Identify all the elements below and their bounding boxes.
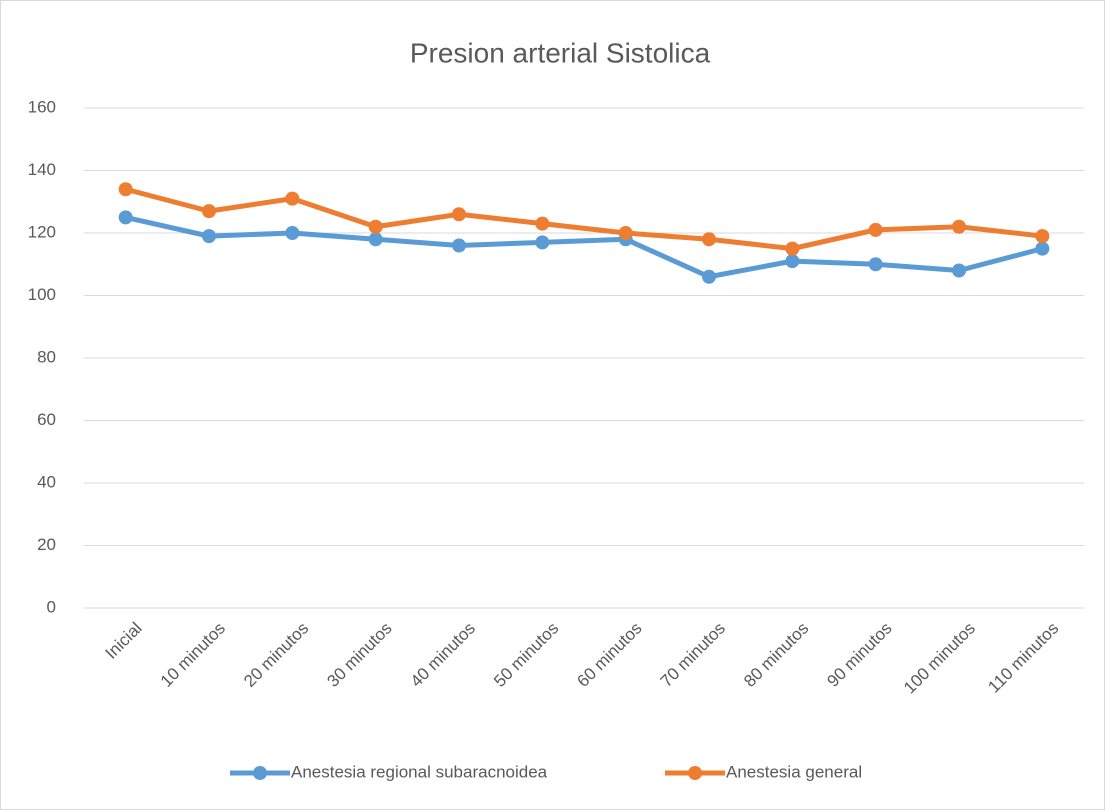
data-point	[702, 232, 716, 247]
chart-title: Presion arterial Sistolica	[410, 37, 711, 68]
legend-label: Anestesia regional subaracnoidea	[291, 762, 548, 781]
data-point	[118, 182, 133, 197]
series-line	[125, 186, 1043, 252]
data-point	[118, 210, 133, 225]
legend-label: Anestesia general	[726, 762, 862, 781]
legend-marker	[253, 766, 267, 780]
data-point	[952, 263, 966, 278]
series-line	[125, 214, 1043, 280]
data-point	[618, 226, 633, 240]
y-tick-label: 120	[28, 222, 56, 241]
y-tick-label: 140	[28, 160, 56, 179]
data-point	[535, 216, 550, 231]
data-point	[868, 257, 883, 272]
data-point	[368, 232, 383, 247]
data-point	[285, 191, 300, 206]
data-point	[1035, 229, 1050, 244]
data-point	[785, 241, 800, 256]
data-point	[1035, 241, 1050, 256]
data-point	[202, 229, 216, 244]
data-point	[202, 204, 216, 219]
data-point	[452, 238, 466, 253]
data-point	[702, 269, 716, 284]
y-tick-label: 80	[37, 347, 56, 366]
y-tick-label: 100	[28, 285, 56, 304]
legend-marker	[688, 766, 702, 780]
data-point	[285, 226, 300, 240]
data-point	[785, 254, 800, 269]
y-tick-label: 0	[47, 597, 56, 616]
data-point	[535, 235, 550, 250]
y-tick-label: 60	[37, 410, 56, 429]
data-point	[452, 207, 466, 222]
y-tick-label: 40	[37, 472, 56, 491]
data-point	[368, 219, 383, 234]
y-tick-label: 20	[37, 535, 56, 554]
data-point	[952, 219, 966, 234]
y-tick-label: 160	[28, 97, 56, 116]
data-point	[868, 222, 883, 237]
